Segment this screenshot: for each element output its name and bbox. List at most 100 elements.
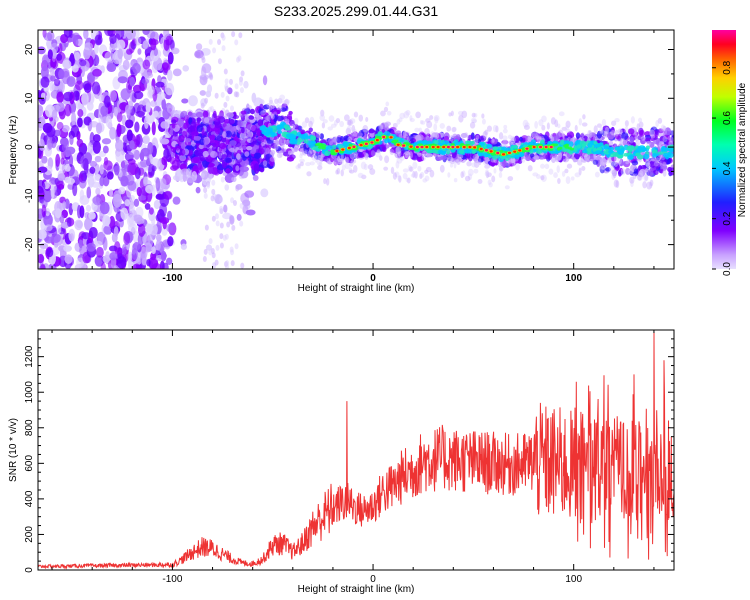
spectrogram-cell [624, 120, 629, 127]
spectrogram-cell [64, 163, 71, 172]
spectrogram-cell [199, 90, 207, 96]
spectrogram-cell [109, 251, 118, 261]
spectrogram-cell [274, 98, 279, 105]
spectrogram-cell [642, 181, 647, 189]
spectrogram-cell [557, 177, 561, 185]
spectrogram-cell [239, 87, 244, 94]
spectrogram-cell [77, 117, 83, 128]
spectrogram-cell [77, 109, 84, 118]
spectrogram-cell [95, 187, 101, 196]
spectrogram-cell [160, 178, 167, 190]
spectrogram-cell [194, 149, 202, 157]
spectrogram-cell [215, 220, 220, 227]
spectrogram-cell [211, 145, 218, 152]
spectrogram-cell [484, 149, 489, 152]
spectrogram-cell [431, 145, 435, 149]
spectrogram-cell [262, 160, 268, 167]
snr-y-tick-label: 600 [24, 455, 35, 472]
spectrogram-cell [78, 173, 84, 183]
spectrogram-cell [40, 76, 50, 88]
spectrogram-cell [425, 145, 429, 149]
spectrogram-cell [474, 138, 482, 143]
spectrogram-cell [221, 136, 227, 143]
spectrogram-cell [116, 256, 127, 269]
spectrogram-cell [612, 172, 617, 179]
spectrogram-cell [142, 135, 150, 145]
spectrogram-cell [611, 169, 618, 177]
spectrogram-cell [477, 158, 484, 163]
spectrogram-cell [357, 132, 363, 137]
spectrogram-cell [635, 139, 640, 147]
spectrogram-cell [54, 78, 61, 87]
spectrogram-cell [659, 168, 664, 174]
spectrogram-cell [619, 129, 623, 135]
spectrogram-y-tick-label: -20 [24, 237, 35, 252]
spectrogram-cell [170, 47, 180, 55]
spectrogram-cell [561, 133, 565, 138]
spectrogram-cell [161, 156, 167, 166]
spectrogram-cell [134, 36, 142, 46]
spectrogram-cell [299, 153, 303, 159]
spectrogram-cell [72, 32, 80, 40]
spectrogram-cell [229, 246, 234, 253]
spectrogram-cell [92, 134, 101, 143]
spectrogram-cell [124, 104, 131, 115]
spectrogram-cell [459, 149, 465, 155]
spectrogram-cell [142, 40, 149, 50]
spectrogram-cell [95, 246, 104, 258]
spectrogram-cell [259, 161, 270, 169]
spectrogram-cell [417, 165, 422, 172]
spectrogram-cell [78, 239, 83, 249]
spectrogram-cell [328, 137, 334, 146]
spectrogram-cell [647, 168, 654, 177]
spectrogram-cell [229, 78, 234, 85]
spectrogram-cell [68, 228, 76, 242]
spectrogram-cell [657, 128, 665, 134]
spectrogram-cell [383, 106, 389, 112]
spectrogram-cell [230, 197, 235, 204]
spectrogram-cell [260, 110, 266, 116]
spectrogram-cell [384, 121, 391, 126]
spectrogram-cell [63, 245, 72, 252]
spectrogram-cell [611, 120, 617, 126]
spectrogram-cell [285, 99, 291, 104]
spectrogram-cell [276, 152, 283, 159]
spectrogram-cell [205, 244, 213, 251]
spectrogram-cell [439, 164, 445, 173]
spectrogram-cell [123, 232, 131, 245]
spectrogram-cell [102, 236, 108, 251]
spectrogram-cell [113, 226, 119, 238]
spectrogram-cell [369, 168, 376, 175]
spectrogram-cell [92, 68, 102, 77]
spectrogram-cell [301, 135, 309, 139]
spectrogram-cell [146, 258, 151, 267]
spectrogram-cell [467, 168, 474, 177]
spectrogram-cell [627, 145, 632, 151]
spectrogram-cell [525, 135, 532, 142]
spectrogram-cell [602, 125, 610, 132]
spectrogram-cell [265, 137, 272, 142]
spectrogram-cell [615, 164, 621, 171]
spectrogram-cell [548, 168, 554, 175]
spectrogram-cell [515, 163, 520, 171]
colorbar: 0.0 0.2 0.4 0.6 0.8 Normalized spectral ampl… [712, 30, 748, 276]
spectrogram-cell [274, 143, 279, 151]
spectrogram-cell [252, 175, 259, 182]
spectrogram-y-tick-label: 20 [24, 44, 35, 56]
spectrogram-cell [655, 157, 660, 163]
spectrogram-cell [455, 159, 460, 165]
spectrogram-cell [279, 94, 286, 101]
spectrogram-cell [559, 139, 565, 146]
spectrogram-cell [202, 150, 209, 158]
spectrogram-cell [43, 32, 53, 41]
spectrogram-cell [236, 213, 242, 221]
spectrogram-cell [374, 135, 382, 139]
spectrogram-cell [230, 260, 235, 267]
spectrogram-cell [56, 53, 63, 61]
spectrogram-cell [357, 172, 364, 179]
spectrogram-cell [161, 226, 168, 236]
spectrogram-cell [43, 213, 53, 227]
spectrogram-cell [269, 149, 276, 156]
spectrogram-cell [321, 146, 326, 150]
spectrogram-cell [420, 120, 426, 125]
